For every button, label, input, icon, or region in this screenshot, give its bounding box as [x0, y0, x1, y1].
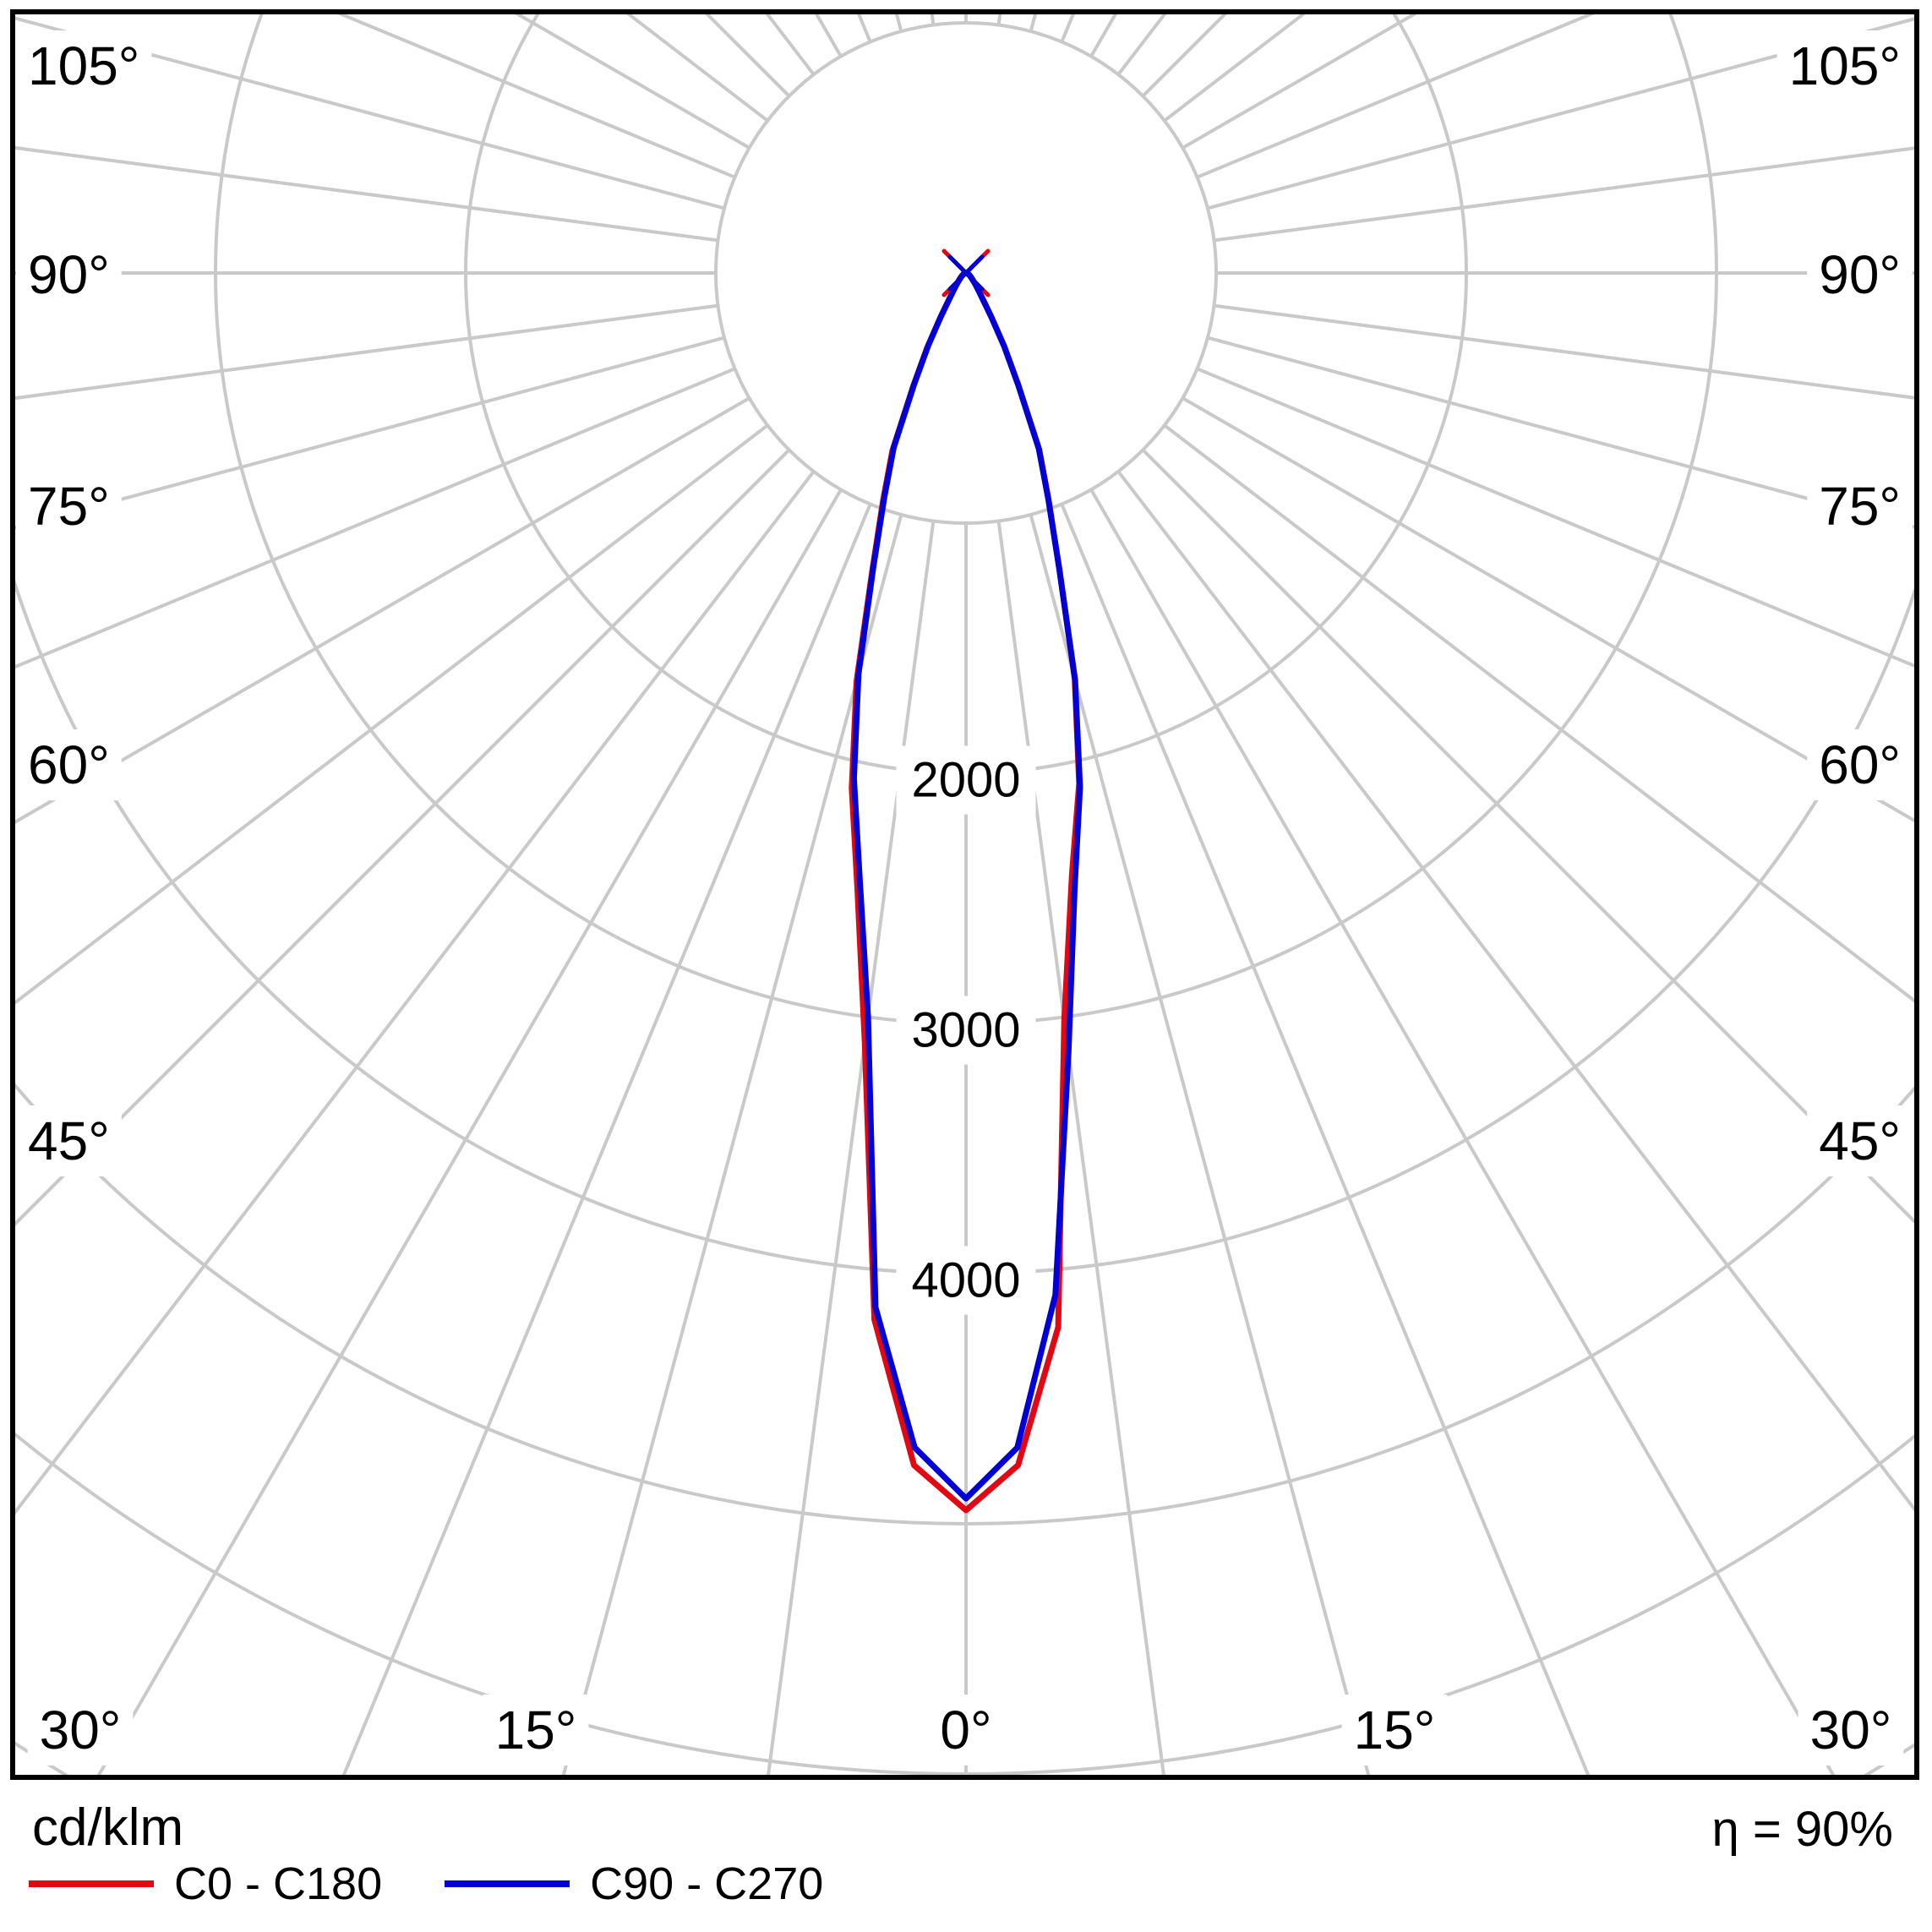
angle-label-right-3-text: 60° — [1819, 734, 1901, 795]
chart-footer: cd/klm η = 90% C0 - C180 C90 - C270 — [0, 1780, 1932, 1932]
angle-label-left-2-text: 75° — [28, 476, 110, 537]
angle-label-left-1-text: 90° — [28, 244, 110, 305]
grid-radial-22.5 — [1060, 503, 1591, 1775]
center-x-stroke-1 — [947, 254, 985, 292]
angle-label-right-4-mask — [1807, 1105, 1913, 1176]
angle-label-left-3-text: 60° — [28, 734, 110, 795]
legend-label-1: C90 - C270 — [590, 1858, 824, 1909]
angle-label-left-0: 105° — [16, 30, 152, 101]
angle-label-left-4-text: 45° — [28, 1111, 110, 1171]
grid-radial-75 — [1207, 336, 1914, 529]
grid-radial-300 — [15, 396, 750, 824]
angle-label-bottom-2-text: 0° — [940, 1700, 991, 1760]
ring-label-2000: 2000 — [896, 745, 1036, 815]
grid-radial-352.5 — [767, 521, 936, 1775]
ring-label-4000: 4000 — [896, 1246, 1036, 1315]
angle-label-left-3-mask — [16, 729, 122, 800]
grid-radial-30 — [1089, 488, 1836, 1775]
angle-label-right-1: 90° — [1807, 239, 1913, 310]
angle-label-right-0-mask — [1776, 30, 1913, 101]
axis-labels: 2000 3000 4000 105° 90° 75° 60° 45° 105° 90° 75° 60… — [16, 30, 1913, 1766]
units-label: cd/klm — [32, 1798, 184, 1857]
angle-label-right-4-text: 45° — [1819, 1111, 1901, 1171]
grid-radial-247.5 — [337, 14, 736, 179]
ring-label-3000-text: 3000 — [911, 1003, 1020, 1058]
grid-radial-67.5 — [1196, 367, 1914, 668]
angle-label-bottom-3: 15° — [1341, 1695, 1448, 1766]
grid-radial-7.5 — [996, 521, 1165, 1775]
angle-label-bottom-0-text: 30° — [40, 1700, 122, 1760]
grid-radial-315 — [15, 448, 791, 1226]
grid-radial-255 — [15, 16, 725, 210]
angle-label-right-0: 105° — [1776, 30, 1913, 101]
legend: C0 - C180 C90 - C270 — [29, 1861, 823, 1907]
grid-radial-105 — [1207, 17, 1914, 210]
legend-label-0: C0 - C180 — [174, 1858, 383, 1909]
angle-label-left-3: 60° — [16, 729, 122, 800]
angle-label-right-1-mask — [1807, 239, 1913, 310]
angle-label-left-0-text: 105° — [28, 35, 139, 96]
angle-label-left-1: 90° — [16, 239, 122, 310]
angle-label-left-0-mask — [16, 30, 152, 101]
grid-radial-285 — [15, 336, 725, 530]
legend-item-0: C0 - C180 — [29, 1861, 382, 1907]
angle-label-right-4: 45° — [1807, 1105, 1913, 1176]
angle-label-bottom-3-mask — [1341, 1695, 1448, 1766]
grid-radial-277.5 — [15, 303, 718, 401]
angle-label-right-2-mask — [1807, 471, 1913, 542]
ring-label-3000-mask — [896, 996, 1036, 1065]
angle-label-bottom-1: 15° — [483, 1695, 589, 1766]
legend-swatch-0 — [29, 1880, 154, 1887]
legend-swatch-1 — [445, 1880, 570, 1887]
ring-label-3000: 3000 — [896, 996, 1036, 1065]
angle-label-left-4-mask — [16, 1105, 122, 1176]
angle-label-left-2-mask — [16, 471, 122, 542]
angle-label-bottom-4: 30° — [1798, 1695, 1904, 1766]
angle-label-right-1-text: 90° — [1819, 244, 1901, 305]
grid-radial-37.5 — [1116, 470, 1914, 1512]
grid-radial-45 — [1141, 448, 1914, 1224]
grid-radial-112.5 — [1196, 14, 1595, 179]
angle-label-bottom-2: 0° — [928, 1695, 1004, 1766]
grid-radial-82.5 — [1214, 303, 1914, 400]
legend-item-1: C90 - C270 — [445, 1861, 823, 1907]
angle-label-bottom-1-text: 15° — [495, 1700, 577, 1760]
angle-label-bottom-1-mask — [483, 1695, 589, 1766]
angle-label-bottom-2-mask — [928, 1695, 1004, 1766]
angle-label-left-4: 45° — [16, 1105, 122, 1176]
grid-radial-322.5 — [15, 470, 816, 1515]
ring-label-2000-mask — [896, 745, 1036, 815]
angle-label-left-2: 75° — [16, 471, 122, 542]
angle-label-right-2: 75° — [1807, 471, 1913, 542]
center-marker — [941, 248, 991, 297]
grid-radial-262.5 — [15, 145, 718, 243]
plot-frame — [10, 9, 1919, 1780]
grid-radial-60 — [1182, 396, 1914, 823]
grid-radial-292.5 — [15, 367, 736, 669]
ring-label-4000-mask — [896, 1246, 1036, 1315]
grid-radial-307.5 — [15, 423, 769, 1005]
grid-radial-337.5 — [341, 503, 872, 1775]
angle-label-bottom-3-text: 15° — [1354, 1700, 1436, 1760]
angle-label-bottom-0: 30° — [27, 1695, 134, 1766]
grid-radial-52.5 — [1163, 423, 1914, 1003]
ring-label-2000-text: 2000 — [911, 753, 1020, 808]
angle-label-bottom-4-mask — [1798, 1695, 1904, 1766]
grid-radial-330 — [96, 488, 843, 1775]
ring-label-4000-text: 4000 — [911, 1253, 1020, 1308]
angle-label-bottom-4-text: 30° — [1810, 1700, 1892, 1760]
light-output-ratio-label: η = 90% — [1711, 1802, 1893, 1857]
angle-label-right-2-text: 75° — [1819, 476, 1901, 537]
angle-label-right-3-mask — [1807, 729, 1913, 800]
angle-label-right-3: 60° — [1807, 729, 1913, 800]
grid-radial-97.5 — [1214, 146, 1914, 243]
angle-label-right-0-text: 105° — [1789, 35, 1901, 96]
angle-label-left-1-mask — [16, 239, 122, 310]
angle-label-bottom-0-mask — [27, 1695, 134, 1766]
